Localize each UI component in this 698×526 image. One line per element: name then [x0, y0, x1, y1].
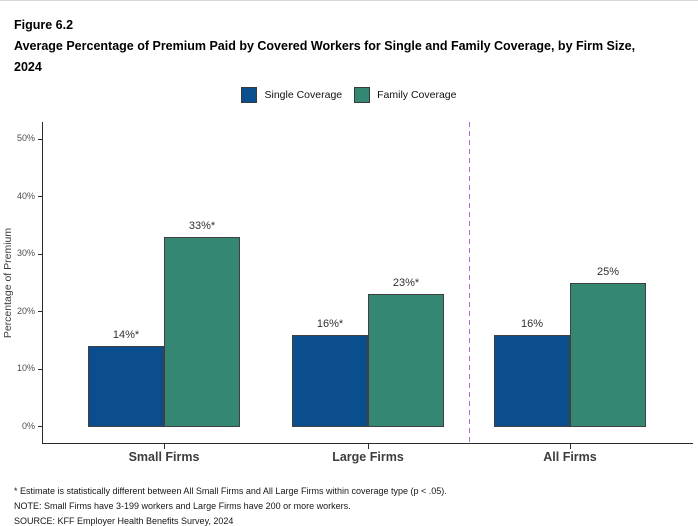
y-tick-label: 0%	[21, 420, 35, 431]
chart-title: Average Percentage of Premium Paid by Co…	[14, 39, 636, 74]
separator-dashed-line	[468, 122, 471, 443]
x-category-label-large-firms: Large Firms	[332, 450, 404, 464]
y-tick-label: 50%	[16, 133, 35, 143]
legend-swatch-family-icon	[354, 87, 371, 103]
x-tick-mark	[163, 444, 165, 449]
x-tick-mark	[367, 444, 369, 449]
bar-single-large-firms	[292, 334, 368, 427]
legend-label-single: Single Coverage	[264, 89, 343, 101]
y-tick-label: 20%	[16, 305, 35, 316]
x-tick-mark	[569, 444, 571, 449]
y-tick-mark	[38, 138, 43, 140]
x-category-label-small-firms: Small Firms	[128, 450, 200, 464]
y-tick-label: 40%	[16, 190, 35, 201]
legend-item-family-coverage: Family Coverage	[354, 87, 457, 103]
y-tick-mark	[38, 196, 43, 197]
y-tick-label: 10%	[16, 363, 35, 373]
y-tick-mark	[38, 426, 43, 427]
y-tick-mark	[38, 368, 43, 370]
legend-label-family: Family Coverage	[377, 89, 457, 101]
y-tick-mark	[38, 253, 43, 255]
footnotes: * Estimate is statistically different be…	[14, 484, 684, 526]
legend: Single Coverage Family Coverage	[0, 87, 698, 103]
footnote-note: NOTE: Small Firms have 3-199 workers and…	[14, 501, 351, 512]
bar-value-label-single-large-firms: 16%*	[316, 317, 344, 330]
bar-single-small-firms	[88, 346, 164, 427]
bar-value-label-single-all-firms: 16%	[520, 317, 544, 330]
bar-value-label-single-small-firms: 14%*	[112, 329, 140, 341]
footnote-significance: * Estimate is statistically different be…	[14, 486, 447, 496]
bar-family-all-firms	[570, 282, 646, 427]
figure-label: Figure 6.2	[14, 18, 74, 32]
bar-value-label-family-large-firms: 23%*	[392, 277, 420, 290]
x-category-label-all-firms: All Firms	[543, 450, 597, 464]
bar-family-small-firms	[164, 236, 240, 427]
y-tick-mark	[38, 311, 43, 312]
bar-single-all-firms	[494, 334, 570, 427]
legend-item-single-coverage: Single Coverage	[241, 87, 342, 103]
x-axis-line	[41, 442, 693, 444]
footnote-source: SOURCE: KFF Employer Health Benefits Sur…	[14, 516, 234, 526]
bar-family-large-firms	[368, 294, 444, 427]
y-tick-label: 30%	[16, 248, 35, 258]
legend-swatch-single-icon	[241, 87, 258, 103]
bar-value-label-family-small-firms: 33%*	[188, 219, 216, 232]
y-axis-line	[41, 122, 43, 444]
title-block: Figure 6.2 Average Percentage of Premium…	[14, 15, 638, 78]
bar-value-label-family-all-firms: 25%	[596, 265, 620, 278]
